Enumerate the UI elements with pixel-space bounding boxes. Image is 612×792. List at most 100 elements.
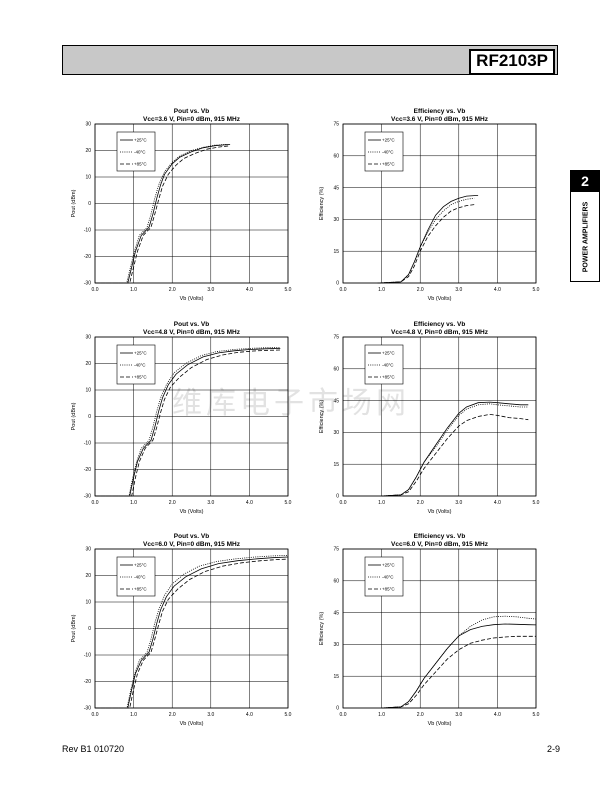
series-line <box>95 348 281 497</box>
y-tick-label: 0 <box>88 414 91 420</box>
series-line <box>377 204 475 284</box>
x-tick-label: 5.0 <box>533 287 540 293</box>
legend-label: +25°C <box>134 138 147 143</box>
plot-frame <box>342 123 537 284</box>
chart-subtitle: Vcc=6.0 V, Pin=0 dBm, 915 MHz <box>391 541 489 548</box>
y-tick-label: 0 <box>336 706 339 712</box>
footer-page-number: 2-9 <box>546 744 560 754</box>
footer-revision: Rev B1 010720 <box>62 744 125 754</box>
legend-label: +85°C <box>134 375 147 380</box>
x-tick-label: 2.0 <box>169 500 176 506</box>
x-tick-label: 4.0 <box>494 500 501 506</box>
legend-box <box>116 131 156 172</box>
series-line <box>95 558 289 709</box>
plot-frame <box>342 336 537 497</box>
series-line <box>381 401 529 497</box>
plot-frame <box>342 548 537 709</box>
x-tick-label: 5.0 <box>285 500 292 506</box>
y-tick-label: 15 <box>333 249 339 255</box>
chart-subtitle: Vcc=4.8 V, Pin=0 dBm, 915 MHz <box>391 329 489 336</box>
x-tick-label: 0.0 <box>340 712 347 718</box>
y-tick-label: 75 <box>333 335 339 341</box>
series-line <box>95 349 281 497</box>
legend-box <box>116 344 156 385</box>
x-tick-label: 0.0 <box>92 500 99 506</box>
legend-label: +25°C <box>382 138 395 143</box>
legend-box <box>364 344 404 385</box>
part-number: RF2103P <box>469 49 555 75</box>
y-tick-label: 15 <box>333 462 339 468</box>
x-tick-label: 4.0 <box>494 287 501 293</box>
y-tick-label: -30 <box>84 494 91 500</box>
y-tick-label: 0 <box>336 494 339 500</box>
x-tick-label: 1.0 <box>378 712 385 718</box>
chart-subtitle: Vcc=3.6 V, Pin=0 dBm, 915 MHz <box>391 116 489 123</box>
y-tick-label: 60 <box>333 154 339 160</box>
y-tick-label: -20 <box>84 679 91 685</box>
y-tick-label: 30 <box>333 217 339 223</box>
section-label-box: POWER AMPLIFIERS <box>570 192 600 282</box>
x-tick-label: 0.0 <box>92 712 99 718</box>
y-tick-label: 75 <box>333 122 339 128</box>
legend-box <box>364 556 404 597</box>
legend-label: -40°C <box>382 363 394 368</box>
legend-label: -40°C <box>134 575 146 580</box>
section-tab: 2 POWER AMPLIFIERS <box>570 170 600 282</box>
series-line <box>95 145 231 284</box>
chart-title: Efficiency vs. Vb <box>414 533 466 540</box>
legend-box <box>116 556 156 597</box>
y-tick-label: 0 <box>88 626 91 632</box>
x-tick-label: 1.0 <box>130 500 137 506</box>
series-line <box>381 413 529 497</box>
series-line <box>381 403 529 497</box>
series-line <box>95 347 281 497</box>
x-tick-label: 3.0 <box>207 712 214 718</box>
y-tick-label: 60 <box>333 367 339 373</box>
chart-title: Pout vs. Vb <box>174 108 209 115</box>
chart-title: Efficiency vs. Vb <box>414 321 466 328</box>
x-tick-label: 5.0 <box>533 500 540 506</box>
x-tick-label: 3.0 <box>207 500 214 506</box>
y-tick-label: 0 <box>88 201 91 207</box>
x-tick-label: 0.0 <box>340 287 347 293</box>
plot-frame <box>94 123 289 284</box>
x-tick-label: 1.0 <box>378 500 385 506</box>
series-line <box>95 555 289 709</box>
y-tick-label: 45 <box>333 398 339 404</box>
x-axis-label: Vb (Volts) <box>428 721 452 727</box>
chart-title: Pout vs. Vb <box>174 533 209 540</box>
legend-label: +85°C <box>134 162 147 167</box>
x-tick-label: 2.0 <box>417 712 424 718</box>
legend-label: +85°C <box>382 375 395 380</box>
legend-label: +85°C <box>134 587 147 592</box>
x-tick-label: 3.0 <box>207 287 214 293</box>
y-tick-label: 30 <box>85 547 91 553</box>
legend-label: +25°C <box>382 351 395 356</box>
y-tick-label: 10 <box>85 388 91 394</box>
y-axis-label: Pout (dBm) <box>71 402 77 430</box>
y-tick-label: 10 <box>85 600 91 606</box>
y-axis-label: Pout (dBm) <box>71 614 77 642</box>
x-tick-label: 1.0 <box>130 287 137 293</box>
y-tick-label: -10 <box>84 653 91 659</box>
chart-subtitle: Vcc=6.0 V, Pin=0 dBm, 915 MHz <box>143 541 241 548</box>
y-tick-label: 15 <box>333 674 339 680</box>
legend-label: -40°C <box>134 363 146 368</box>
y-tick-label: 30 <box>85 335 91 341</box>
legend-label: +85°C <box>382 162 395 167</box>
x-tick-label: 4.0 <box>246 712 253 718</box>
legend-label: -40°C <box>382 150 394 155</box>
y-tick-label: -20 <box>84 467 91 473</box>
legend: +25°C -40°C +85°C <box>116 556 156 597</box>
x-tick-label: 5.0 <box>285 712 292 718</box>
y-tick-label: -10 <box>84 228 91 234</box>
y-axis-label: Efficiency (%) <box>319 400 325 434</box>
y-axis-label: Efficiency (%) <box>319 612 325 646</box>
x-tick-label: 2.0 <box>417 500 424 506</box>
y-tick-label: 20 <box>85 573 91 579</box>
y-axis-label: Pout (dBm) <box>71 189 77 217</box>
y-tick-label: 30 <box>85 122 91 128</box>
legend: +25°C -40°C +85°C <box>364 556 404 597</box>
